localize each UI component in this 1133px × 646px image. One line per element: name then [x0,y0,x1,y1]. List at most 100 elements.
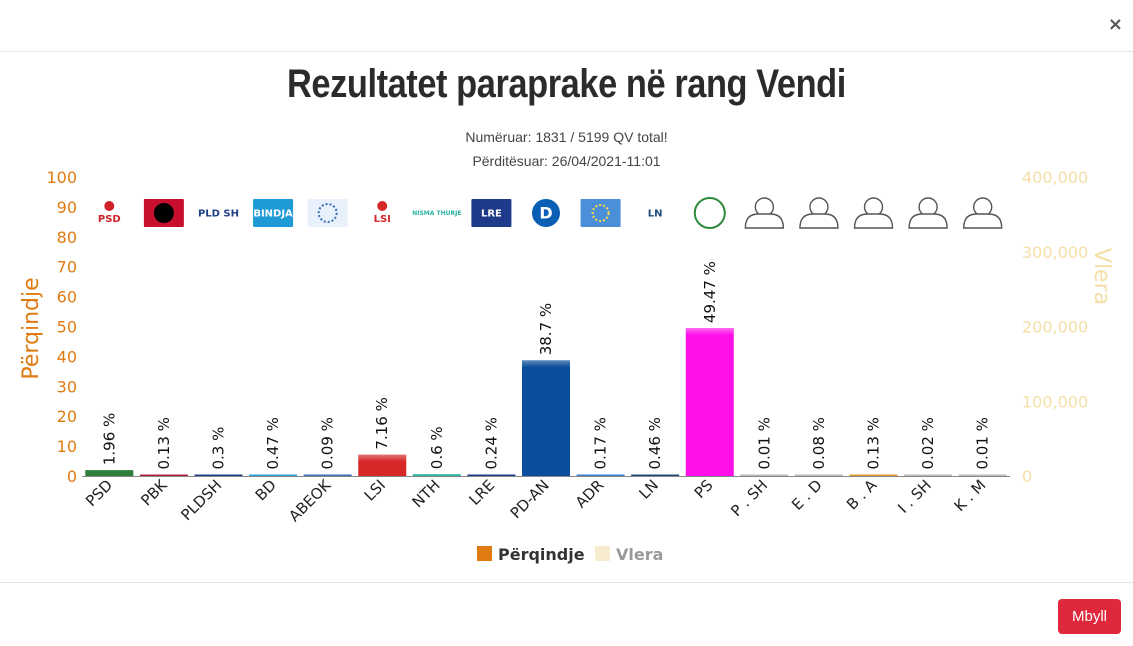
logo-box [198,199,239,227]
category-label: PLDSH [177,476,225,524]
y-tick-label: 20 [57,407,77,426]
category-label: E . D [788,476,826,514]
bar-highlight [685,328,734,336]
data-label: 0.13 % [865,417,883,469]
category-label: LRE [466,476,499,509]
bar-ps [685,328,734,476]
user-placeholder-icon [963,197,1003,229]
legend-label: Përqindje [498,545,585,564]
bar-highlight [358,454,407,462]
bar-highlight [522,360,570,368]
bar-pd-an [522,360,570,476]
chart-subtitle-updated: Përditësuar: 26/04/2021-11:01 [472,153,661,169]
category-label: ABEOK [285,475,335,525]
modal-footer: Mbyll [0,582,1133,646]
logo-box [307,199,348,227]
data-label: 0.47 % [264,417,282,469]
data-label: 0.09 % [319,417,337,469]
category-label: K . M [951,476,990,515]
logo-box [471,199,512,227]
y-tick-label: 100 [46,168,77,187]
logo-disc [693,197,726,229]
psd-rose-icon: PSD [89,199,130,227]
legend-label: Vlera [616,545,663,564]
user-body-shape [908,213,948,229]
bar-b-a [849,474,898,476]
ps-logo-icon [693,197,726,229]
results-bar-chart: 0 10 20 30 40 50 60 70 80 90 100 0 100,000 200,000 300… [19,168,1114,564]
bar-ln [631,474,680,476]
bar-adr [576,474,625,476]
ln-logo-icon: LN [635,199,676,227]
data-label: 0.6 % [428,426,446,469]
pd-logo-icon: D [530,197,562,229]
rose-flower [104,201,115,211]
y-tick-label: 70 [57,258,77,277]
y2-tick-label: 300,000 [1022,243,1088,262]
close-icon[interactable]: × [1107,14,1123,35]
user-body-shape [963,213,1003,229]
data-label: 0.13 % [155,417,173,469]
bar-bd [249,474,298,476]
category-label: ADR [572,476,608,512]
bar-pldsh [194,474,243,476]
logo-text: D [539,204,552,223]
logo-text: LSI [374,214,391,225]
logo-text: PSD [98,214,121,225]
logo-box [253,199,294,227]
user-placeholder-icon [799,197,839,229]
rose-flower [377,201,388,211]
adr-logo-icon [580,199,621,227]
y2-tick-label: 100,000 [1022,392,1088,411]
data-label: 0.46 % [646,417,664,469]
category-label: LN [635,476,662,503]
logo-text: LRE [481,209,502,220]
bar-e-d [794,474,843,476]
user-placeholder-icon [853,197,894,229]
modal-header: × [0,0,1133,52]
category-label: BD [252,476,280,504]
logo-text: PLD SH [198,209,239,220]
y-axis-title: Përqindje [19,277,44,379]
data-label: 7.16 % [373,397,391,449]
legend-item[interactable]: Vlera [595,545,663,564]
logo-text: LN [648,209,663,220]
data-label: 1.96 % [100,413,118,465]
logo-box [580,199,621,227]
close-button[interactable]: Mbyll [1058,599,1121,634]
logo-box [362,199,403,227]
bar-psd [85,470,134,476]
category-label: PD-AN [507,476,553,522]
y-tick-label: 90 [57,198,77,217]
bar-lre [467,474,516,476]
user-placeholder-icon [744,197,785,229]
lsi-rose-icon: LSI [362,199,403,227]
stars-ring [317,203,338,223]
user-body-shape [744,213,785,229]
chart-title: Rezultatet paraprake në rang Vendi [286,62,846,106]
bar-nth [412,474,461,476]
category-label: PSD [82,476,116,510]
user-body-shape [799,213,839,229]
logo-box [416,199,457,227]
user-placeholder-icon [908,197,948,229]
logo-box [89,199,130,227]
bar-pbk [139,474,188,476]
bar-i-sh [904,474,953,476]
data-label: 0.08 % [810,417,828,469]
y-tick-label: 10 [57,437,77,456]
data-label: 0.17 % [592,417,610,469]
category-label: B . A [843,476,881,514]
legend-swatch [595,546,610,561]
category-label: PS [691,476,717,502]
lre-logo-icon: LRE [471,199,512,227]
pldsh-logo-icon: PLD SH [198,199,239,227]
stars-ring [591,204,610,222]
legend-item[interactable]: Përqindje [477,545,585,564]
user-body-shape [853,213,894,229]
category-label: I . SH [894,476,935,517]
y2-tick-label: 200,000 [1022,318,1088,337]
data-label: 0.24 % [482,417,500,469]
pbk-eagle-icon [143,199,184,227]
y-tick-label: 60 [57,288,77,307]
